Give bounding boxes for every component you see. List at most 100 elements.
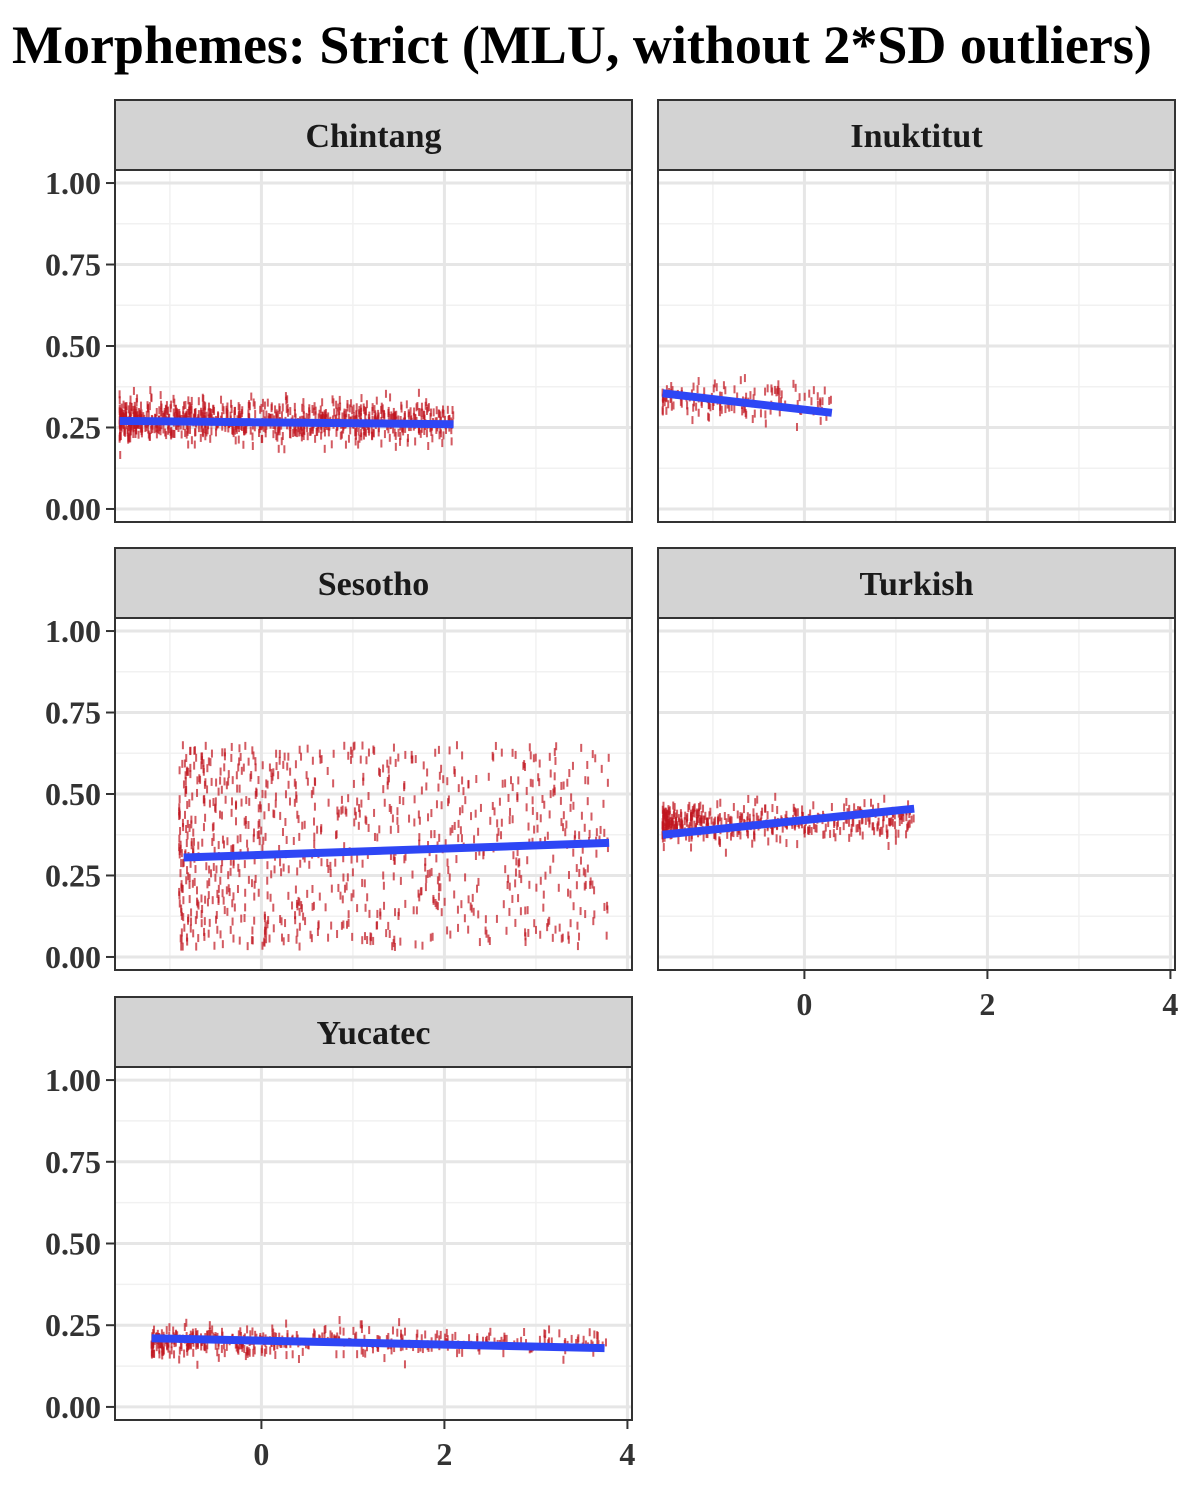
data-point xyxy=(781,824,784,833)
data-point xyxy=(557,883,560,892)
data-point xyxy=(496,833,499,842)
data-point xyxy=(336,812,339,821)
data-point xyxy=(436,902,439,911)
data-point xyxy=(535,883,538,892)
data-point xyxy=(427,442,430,451)
data-point xyxy=(394,758,397,767)
data-point xyxy=(200,407,203,416)
data-point xyxy=(306,777,309,786)
data-point xyxy=(185,933,188,942)
data-point xyxy=(263,811,266,820)
data-point xyxy=(344,440,347,449)
data-point xyxy=(197,410,200,419)
data-point xyxy=(161,1339,164,1348)
data-point xyxy=(153,1349,156,1358)
data-point xyxy=(266,398,269,407)
data-point xyxy=(295,794,298,803)
data-point xyxy=(349,755,352,764)
data-point xyxy=(274,1351,277,1360)
data-point xyxy=(294,760,297,769)
data-point xyxy=(667,818,670,827)
data-point xyxy=(742,405,745,414)
data-point xyxy=(200,1342,203,1351)
data-point xyxy=(275,749,278,758)
data-point xyxy=(833,818,836,827)
data-point xyxy=(129,395,132,404)
data-point xyxy=(688,833,691,842)
data-point xyxy=(543,1335,546,1344)
data-point xyxy=(195,1339,198,1348)
data-point xyxy=(397,753,400,762)
data-point xyxy=(713,379,716,388)
data-point xyxy=(283,445,286,454)
data-point xyxy=(471,893,474,902)
data-point xyxy=(245,796,248,805)
data-point xyxy=(845,797,848,806)
data-point xyxy=(366,936,369,945)
data-point xyxy=(753,387,756,396)
data-point xyxy=(418,833,421,842)
data-point xyxy=(190,396,193,405)
data-point xyxy=(365,400,368,409)
data-point xyxy=(238,744,241,753)
data-point xyxy=(417,388,420,397)
data-point xyxy=(273,810,276,819)
data-point xyxy=(394,908,397,917)
data-point xyxy=(209,758,212,767)
data-point xyxy=(198,774,201,783)
data-point xyxy=(298,942,301,951)
data-point xyxy=(692,382,695,391)
data-point xyxy=(265,1346,268,1355)
data-point xyxy=(542,903,545,912)
data-point xyxy=(215,422,218,431)
data-point xyxy=(150,1341,153,1350)
data-point xyxy=(238,757,241,766)
data-point xyxy=(590,812,593,821)
data-point xyxy=(399,937,402,946)
data-point xyxy=(253,1346,256,1355)
data-point xyxy=(129,402,132,411)
data-point xyxy=(665,406,668,415)
data-point xyxy=(385,1335,388,1344)
data-point xyxy=(313,402,316,411)
data-point xyxy=(500,748,503,757)
data-point xyxy=(751,839,754,848)
data-point xyxy=(536,824,539,833)
data-point xyxy=(302,405,305,414)
data-point xyxy=(187,425,190,434)
data-point xyxy=(793,822,796,831)
data-point xyxy=(438,409,441,418)
data-point xyxy=(260,403,263,412)
data-point xyxy=(603,902,606,911)
data-point xyxy=(244,426,247,435)
data-point xyxy=(353,741,356,750)
data-point xyxy=(205,411,208,420)
data-point xyxy=(827,819,830,828)
data-point xyxy=(430,830,433,839)
data-point xyxy=(737,826,740,835)
data-point xyxy=(703,387,706,396)
data-point xyxy=(298,907,301,916)
data-point xyxy=(373,832,376,841)
data-point xyxy=(346,873,349,882)
data-point xyxy=(512,851,515,860)
data-point xyxy=(690,833,693,842)
data-point xyxy=(796,400,799,409)
data-point xyxy=(314,411,317,420)
data-point xyxy=(885,824,888,833)
data-point xyxy=(338,395,341,404)
data-point xyxy=(191,879,194,888)
data-point xyxy=(223,840,226,849)
data-point xyxy=(415,1333,418,1342)
data-point xyxy=(389,756,392,765)
data-point xyxy=(376,1343,379,1352)
data-point xyxy=(676,809,679,818)
data-point xyxy=(336,1332,339,1341)
data-point xyxy=(231,776,234,785)
data-point xyxy=(741,407,744,416)
data-point xyxy=(396,807,399,816)
data-point xyxy=(294,911,297,920)
data-point xyxy=(461,1348,464,1357)
data-point xyxy=(127,422,130,431)
data-point xyxy=(230,845,233,854)
